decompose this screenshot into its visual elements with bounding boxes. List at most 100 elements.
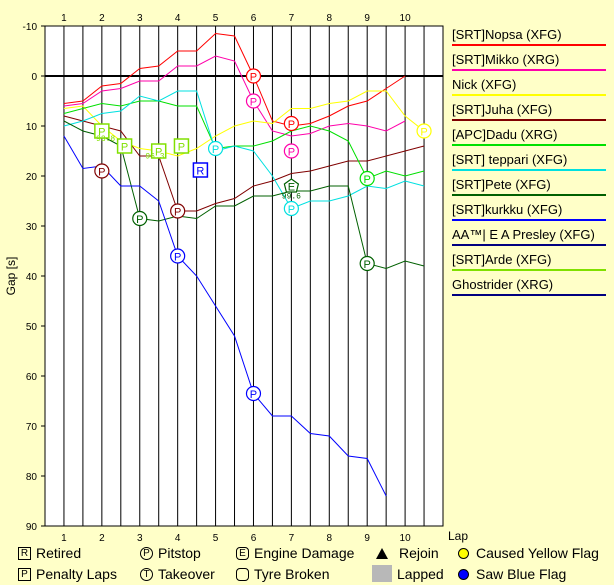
key-lapped-label: Lapped <box>397 565 444 582</box>
legend-label: [SRT] teppari (XFG) <box>452 152 568 167</box>
marker-label: P <box>178 142 185 154</box>
key-pitstop-label: Pitstop <box>158 545 201 561</box>
marker-label: P <box>121 142 128 154</box>
marker-pitstop <box>132 210 148 227</box>
key-yellow-label: Caused Yellow Flag <box>476 545 599 561</box>
legend-item: [SRT]kurkku (XFG) <box>452 202 606 222</box>
legend-label: Nick (XFG) <box>452 77 517 92</box>
marker-label: P <box>136 214 143 226</box>
y-tick-label: 50 <box>26 322 38 333</box>
legend-label: Ghostrider (XRG) <box>452 277 554 292</box>
series-line-0 <box>63 32 406 127</box>
x-tick-bottom: 8 <box>327 533 333 544</box>
annotation-text: 99.6 <box>282 193 301 202</box>
series-line-1 <box>63 55 406 137</box>
penalty-icon: P <box>18 567 31 581</box>
y-tick-label: 40 <box>26 272 38 283</box>
marker-label: P <box>250 389 257 401</box>
y-tick-label: 0 <box>31 72 37 83</box>
y-axis-label: Gap [s] <box>4 257 18 296</box>
key-lapped: Lapped <box>372 565 444 582</box>
y-tick-label: 10 <box>26 122 38 133</box>
series-line-6 <box>63 120 425 270</box>
tyre-broken-icon <box>236 567 249 581</box>
legend-item: [SRT]Nopsa (XFG) <box>452 27 606 47</box>
legend-swatch <box>452 44 606 46</box>
y-tick-label: 20 <box>26 172 38 183</box>
marker-label: R <box>196 166 204 178</box>
legend-label: [APC]Dadu (XRG) <box>452 127 558 142</box>
marker-label: E <box>288 182 295 194</box>
x-tick-top: 1 <box>61 13 67 24</box>
legend-item: [SRT]Pete (XFG) <box>452 177 606 197</box>
x-tick-bottom: 1 <box>61 533 67 544</box>
marker-label: P <box>250 97 257 109</box>
legend-swatch <box>452 194 606 196</box>
marker-penalty <box>150 143 167 159</box>
marker-label: P <box>288 204 295 216</box>
legend-item: [SRT]Mikko (XRG) <box>452 52 606 72</box>
marker-pitstop <box>207 140 224 157</box>
y-tick-label: 80 <box>26 472 38 483</box>
legend-label: [SRT]Pete (XFG) <box>452 177 551 192</box>
rejoin-icon <box>376 547 388 559</box>
marker-pitstop <box>283 200 299 217</box>
key-blue-label: Saw Blue Flag <box>476 566 567 582</box>
marker-label: P <box>364 259 371 271</box>
pitstop-icon: P <box>140 546 153 560</box>
marker-retired <box>192 162 209 178</box>
legend-swatch <box>452 119 606 121</box>
marker-label: P <box>212 144 219 156</box>
marker-pitstop <box>283 115 299 132</box>
marker-pitstop <box>359 170 375 187</box>
key-rejoin-label: Rejoin <box>399 545 439 561</box>
marker-pitstop <box>416 123 432 139</box>
x-tick-bottom: 6 <box>251 533 257 544</box>
marker-label: P <box>288 147 295 159</box>
series-line-5 <box>63 90 425 210</box>
key-takeover: T Takeover <box>140 566 215 582</box>
x-tick-top: 3 <box>137 13 143 24</box>
x-tick-bottom: 4 <box>175 533 181 544</box>
legend-item: Nick (XFG) <box>452 77 606 97</box>
x-tick-top: 10 <box>400 13 412 24</box>
y-tick-label: 70 <box>26 422 38 433</box>
x-tick-bottom: 9 <box>364 533 370 544</box>
key-penalty-label: Penalty Laps <box>36 566 117 582</box>
key-engine: E Engine Damage <box>236 545 354 561</box>
legend-item: [APC]Dadu (XRG) <box>452 127 606 147</box>
key-retired: R Retired <box>18 545 81 561</box>
x-tick-top: 7 <box>289 13 295 24</box>
x-tick-bottom: 3 <box>137 533 143 544</box>
x-tick-bottom: 2 <box>99 533 105 544</box>
legend-swatch <box>452 294 606 296</box>
marker-label: P <box>98 167 105 179</box>
marker-label: P <box>174 252 181 264</box>
legend-label: [SRT]Arde (XFG) <box>452 252 552 267</box>
marker-pitstop <box>170 248 186 264</box>
x-tick-top: 8 <box>327 13 333 24</box>
legend-item: Ghostrider (XRG) <box>452 277 606 297</box>
marker-label: P <box>250 72 257 84</box>
legend-label: AA™| E A Presley (XFG) <box>452 227 595 242</box>
x-tick-bottom: 7 <box>289 533 295 544</box>
marker-label: P <box>420 127 427 139</box>
marker-label: P <box>174 207 181 219</box>
y-tick-label: -10 <box>23 22 38 33</box>
x-tick-bottom: 10 <box>400 533 412 544</box>
marker-label: P <box>364 174 371 186</box>
key-yellow: Caused Yellow Flag <box>458 545 599 561</box>
legend-swatch <box>452 244 606 246</box>
annotation-text: 96.3 <box>145 153 164 162</box>
legend-item: [SRT]Arde (XFG) <box>452 252 606 272</box>
legend-label: [SRT]Nopsa (XFG) <box>452 27 562 42</box>
key-tyre-label: Tyre Broken <box>254 566 330 582</box>
retired-icon: R <box>18 546 31 560</box>
marker-pitstop <box>94 163 110 179</box>
key-blue: Saw Blue Flag <box>458 566 566 582</box>
x-tick-top: 9 <box>364 13 370 24</box>
x-tick-bottom: 5 <box>213 533 219 544</box>
x-tick-top: 4 <box>175 13 181 24</box>
key-tyre: Tyre Broken <box>236 566 329 582</box>
